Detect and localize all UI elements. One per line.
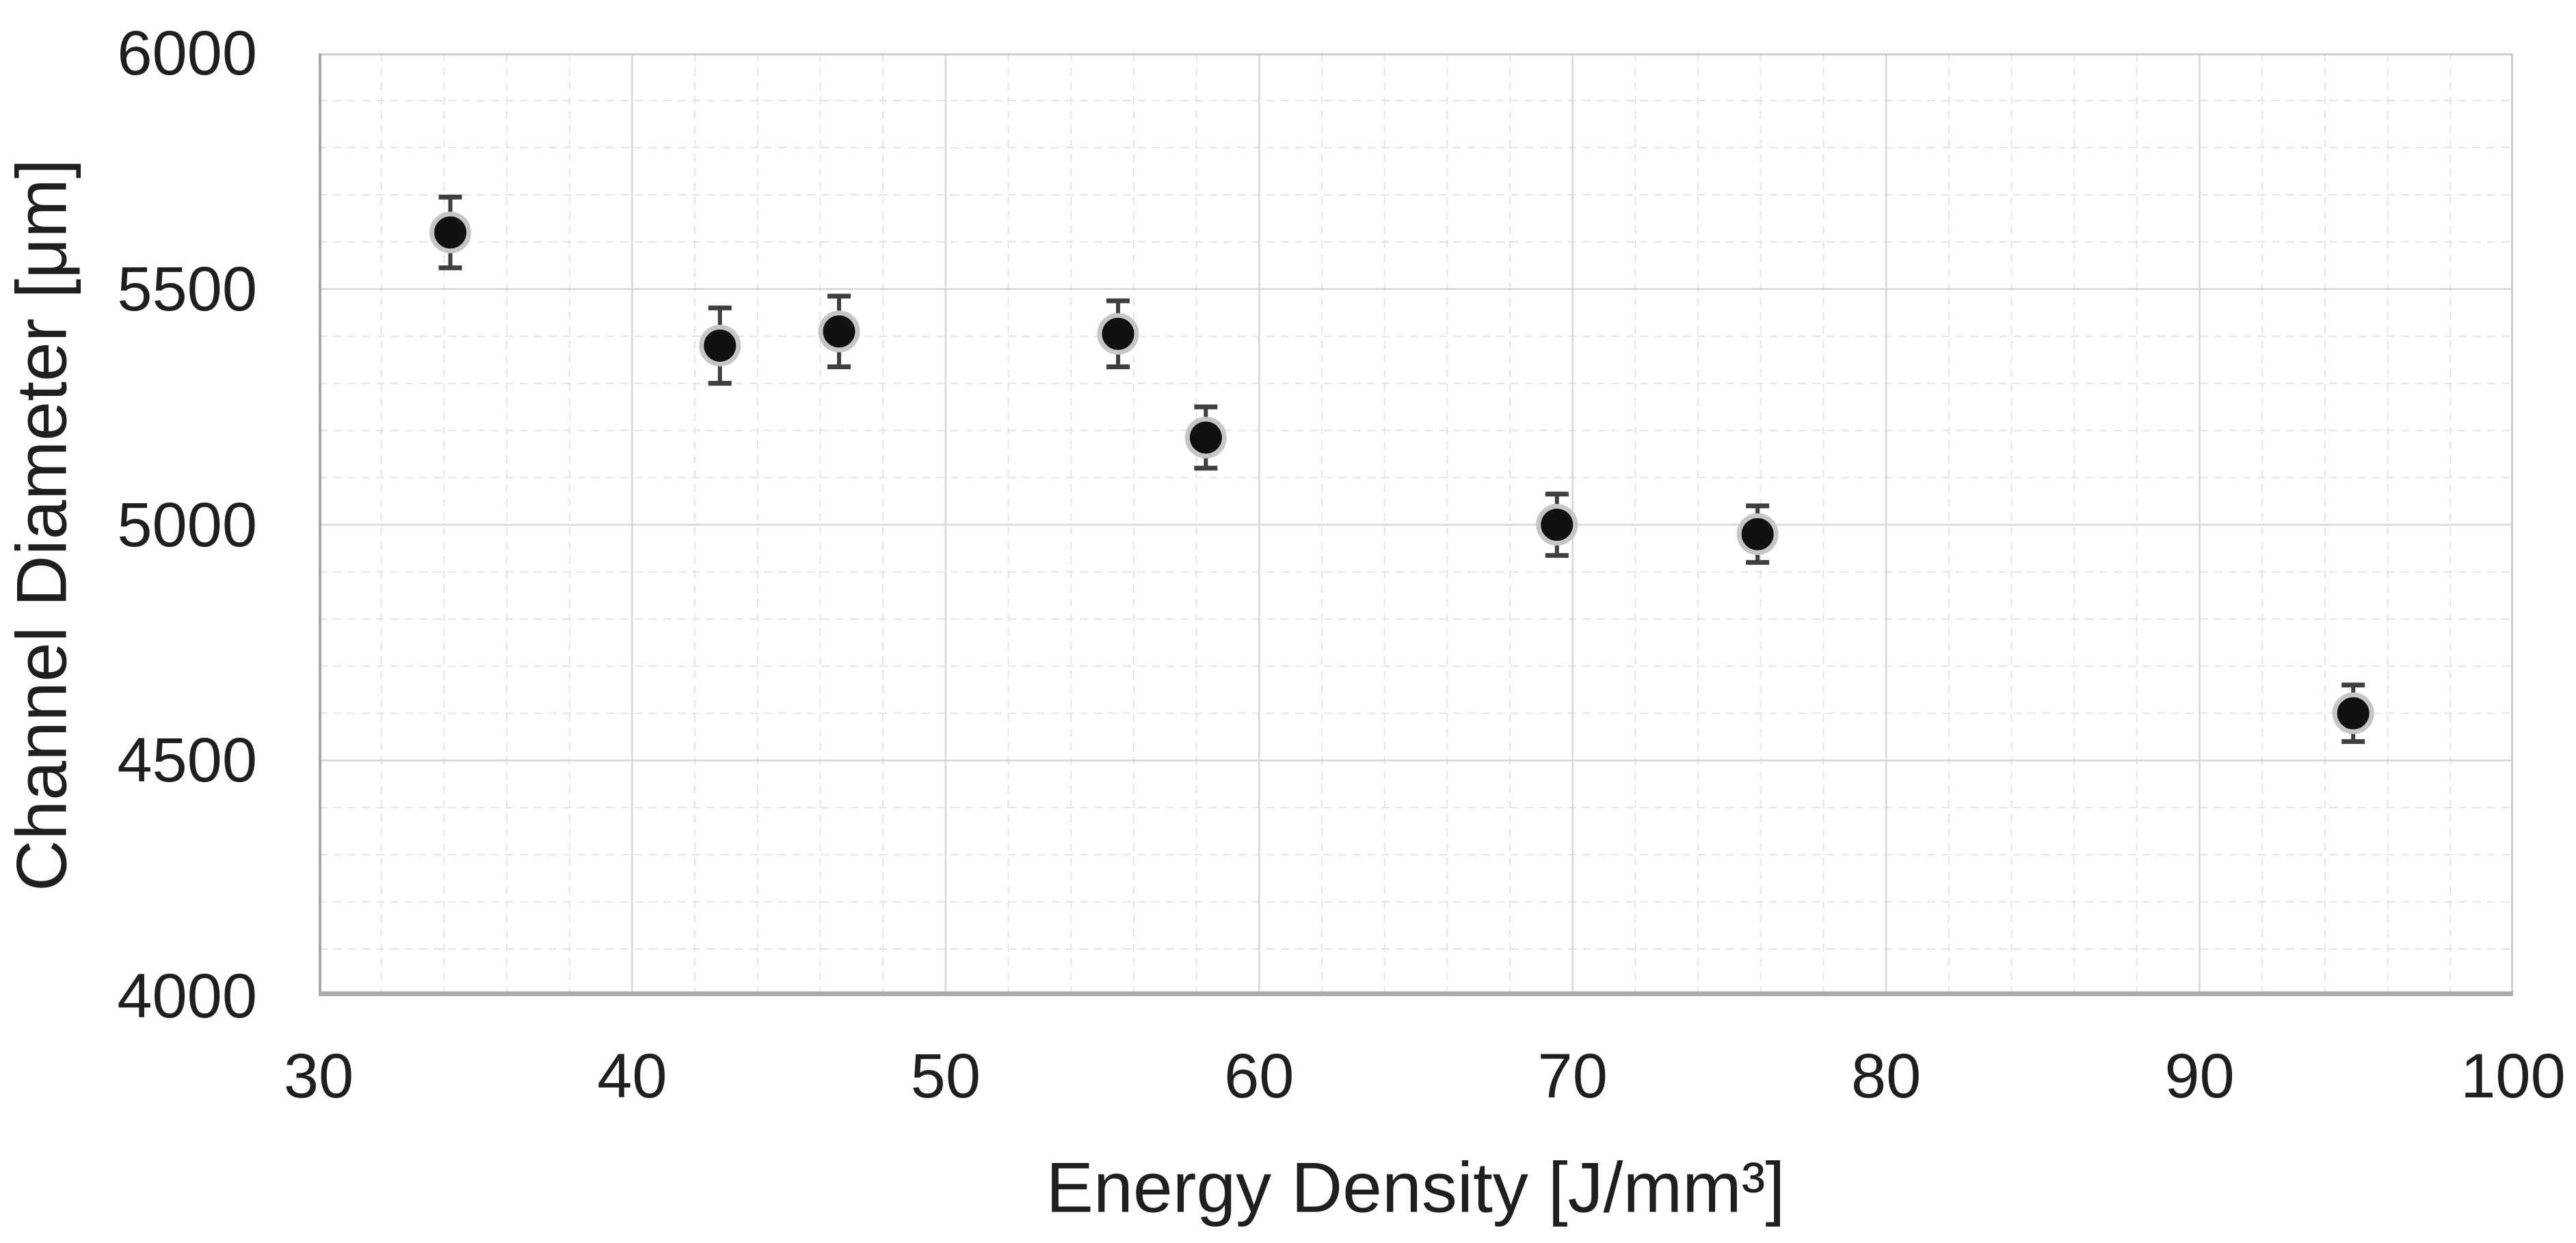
y-tick-label: 4000: [117, 961, 257, 1031]
data-point-marker: [2332, 692, 2374, 734]
data-point-marker: [1097, 312, 1139, 355]
plot-area: [319, 53, 2513, 996]
data-point-marker: [1536, 504, 1578, 546]
x-tick-label: 90: [2164, 1041, 2235, 1111]
y-tick-label: 5000: [117, 490, 257, 560]
x-tick-label: 40: [597, 1041, 667, 1111]
y-tick-label: 5500: [117, 254, 257, 324]
x-tick-label: 80: [1850, 1041, 1922, 1111]
y-tick-label: 6000: [117, 18, 257, 88]
x-tick-label: 70: [1537, 1041, 1608, 1111]
x-tick-label: 30: [283, 1041, 354, 1111]
scatter-plot-svg: [319, 53, 2513, 996]
x-tick-label: 60: [1224, 1041, 1294, 1111]
data-point-marker: [429, 211, 472, 254]
y-tick-label: 4500: [117, 725, 257, 796]
x-tick-label: 50: [910, 1041, 981, 1111]
data-point-marker: [1184, 416, 1227, 459]
data-point-marker: [1736, 513, 1779, 555]
data-point-marker: [699, 324, 741, 366]
data-point-marker: [818, 310, 860, 353]
x-tick-label: 100: [2460, 1041, 2566, 1111]
x-axis-title: Energy Density [J/mm³]: [1046, 1148, 1785, 1228]
